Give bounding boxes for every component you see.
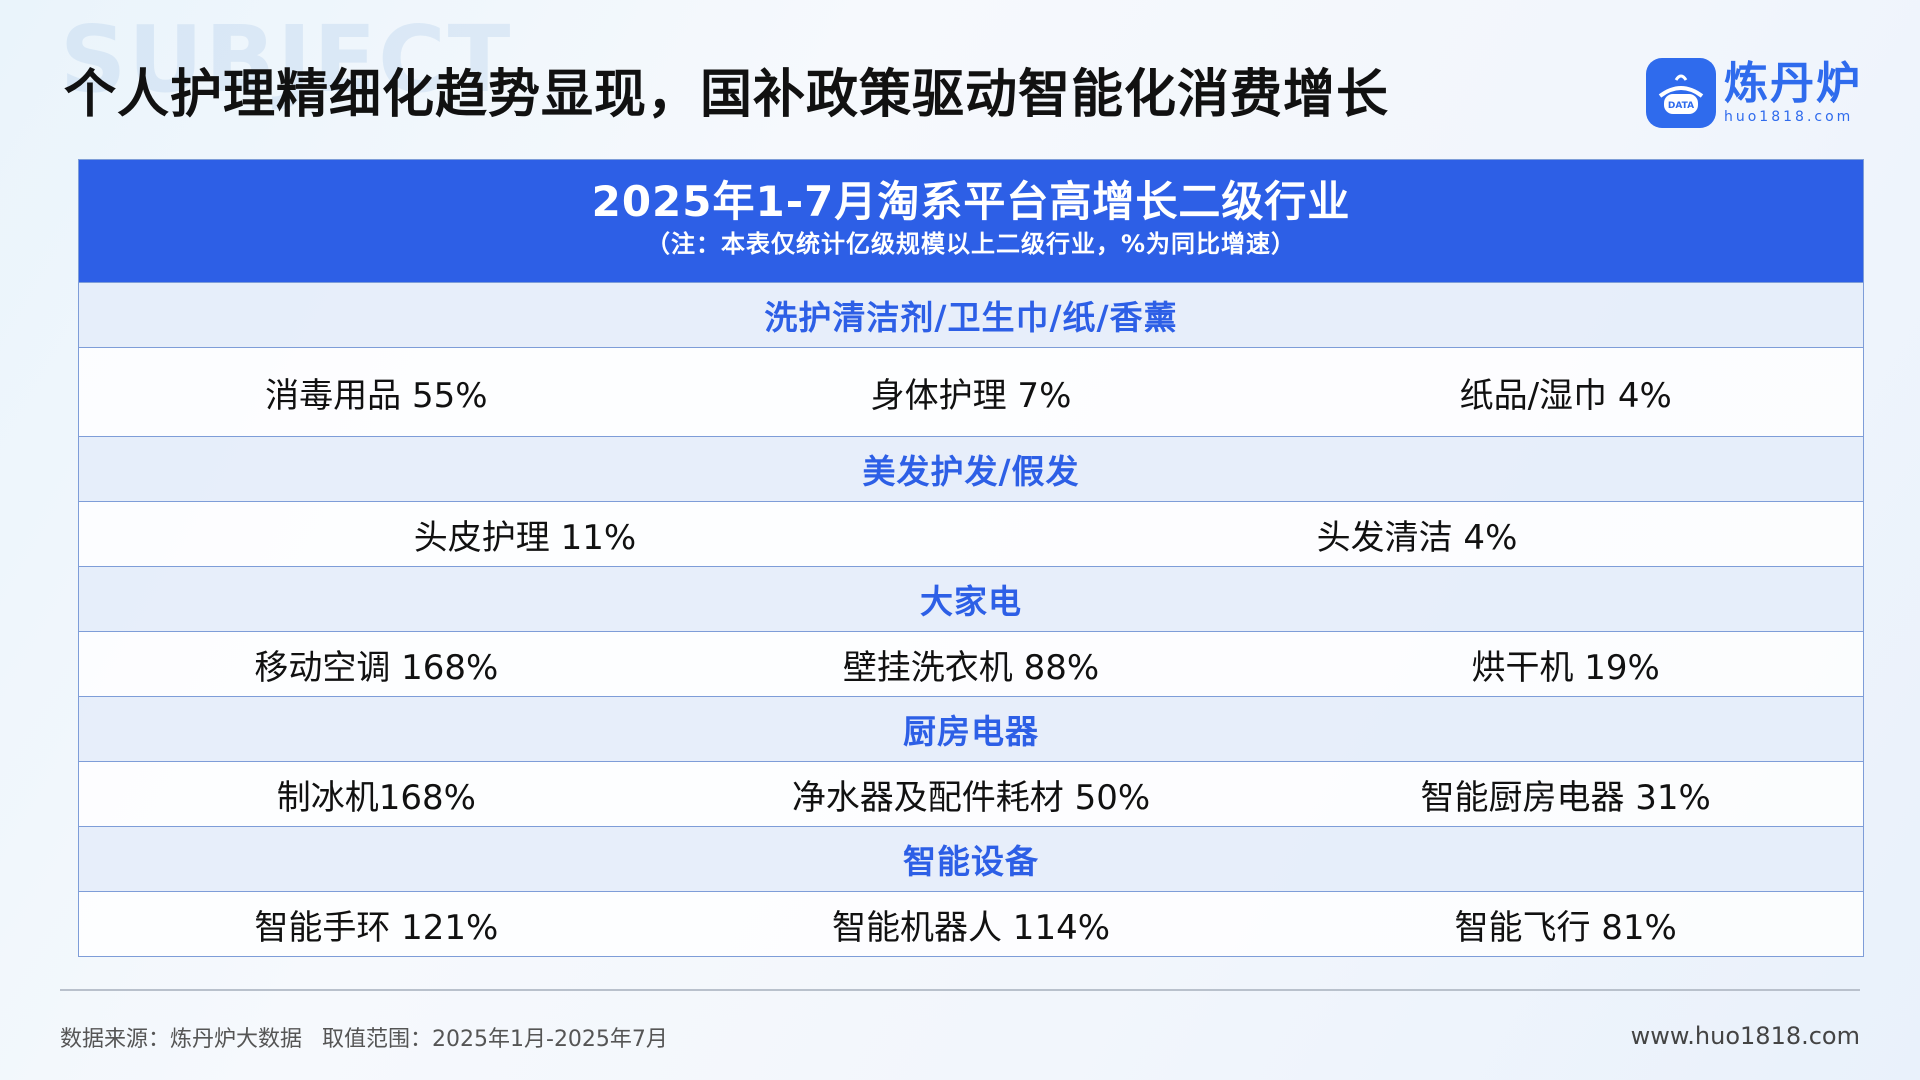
header: 个人护理精细化趋势显现，国补政策驱动智能化消费增长 DATA 炼丹炉 huo18…: [0, 0, 1920, 160]
item-row-appliances: 移动空调 168% 壁挂洗衣机 88% 烘干机 19%: [79, 631, 1863, 696]
growth-table: 2025年1-7月淘系平台高增长二级行业 （注：本表仅统计亿级规模以上二级行业，…: [78, 159, 1864, 957]
table-header: 2025年1-7月淘系平台高增长二级行业 （注：本表仅统计亿级规模以上二级行业，…: [79, 160, 1863, 282]
item-cell: 壁挂洗衣机 88%: [842, 647, 1100, 688]
item-row-kitchen: 制冰机168% 净水器及配件耗材 50% 智能厨房电器 31%: [79, 761, 1863, 826]
item-cell: 纸品/湿巾 4%: [1459, 375, 1672, 416]
item-cell: 头皮护理 11%: [413, 517, 637, 558]
data-source-note: 数据来源：炼丹炉大数据 取值范围：2025年1月-2025年7月: [60, 1021, 668, 1053]
category-row-cleaning: 洗护清洁剂/卫生巾/纸/香薰: [79, 282, 1863, 347]
background-watermark-word: SUBJECT: [60, 6, 513, 113]
category-row-haircare: 美发护发/假发: [79, 436, 1863, 501]
footer-divider: [60, 989, 1860, 991]
category-row-kitchen: 厨房电器: [79, 696, 1863, 761]
table-title: 2025年1-7月淘系平台高增长二级行业: [591, 177, 1351, 226]
website-link[interactable]: www.huo1818.com: [1630, 1022, 1860, 1050]
item-cell: 净水器及配件耗材 50%: [791, 777, 1151, 818]
logo-name: 炼丹炉: [1724, 58, 1862, 109]
item-cell: 消毒用品 55%: [265, 375, 488, 416]
category-row-appliances: 大家电: [79, 566, 1863, 631]
item-cell: 制冰机168%: [276, 777, 476, 818]
category-row-smart-devices: 智能设备: [79, 826, 1863, 891]
item-cell: 智能机器人 114%: [832, 907, 1111, 948]
logo-domain: huo1818.com: [1724, 109, 1854, 125]
brand-logo: DATA 炼丹炉 huo1818.com: [1646, 58, 1862, 128]
logo-furnace-icon: DATA: [1646, 58, 1716, 128]
item-cell: 智能飞行 81%: [1454, 907, 1677, 948]
page-title: 个人护理精细化趋势显现，国补政策驱动智能化消费增长: [64, 65, 1390, 125]
item-row-haircare: 头皮护理 11% 头发清洁 4%: [79, 501, 1863, 566]
item-cell: 智能手环 121%: [254, 907, 499, 948]
item-cell: 头发清洁 4%: [1316, 517, 1518, 558]
item-cell: 烘干机 19%: [1471, 647, 1660, 688]
table-note: （注：本表仅统计亿级规模以上二级行业，%为同比增速）: [645, 230, 1297, 258]
range-text: 取值范围：2025年1月-2025年7月: [322, 1027, 668, 1052]
item-row-smart-devices: 智能手环 121% 智能机器人 114% 智能飞行 81%: [79, 891, 1863, 956]
item-row-cleaning: 消毒用品 55% 身体护理 7% 纸品/湿巾 4%: [79, 347, 1863, 436]
item-cell: 智能厨房电器 31%: [1420, 777, 1711, 818]
item-cell: 移动空调 168%: [254, 647, 499, 688]
item-cell: 身体护理 7%: [870, 375, 1072, 416]
source-text: 数据来源：炼丹炉大数据: [60, 1027, 303, 1052]
logo-badge-text: DATA: [1668, 101, 1694, 111]
